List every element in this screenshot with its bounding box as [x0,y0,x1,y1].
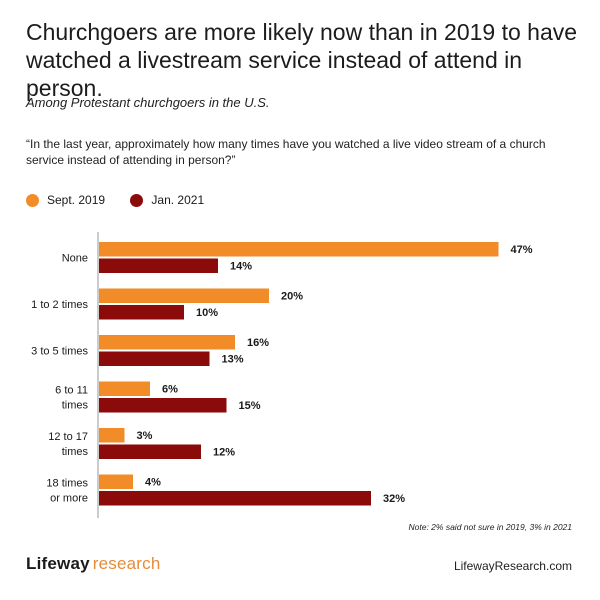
data-label-jan-2021: 14% [230,261,252,273]
data-label-sept-2019: 4% [145,477,161,489]
category-label: 3 to 5 times [31,346,88,358]
brand-logo: Lifeway research [26,554,161,574]
category-label: 1 to 2 times [31,299,88,311]
bar-sept-2019 [99,381,150,396]
category-label: None [62,253,88,265]
bar-jan-2021 [99,258,218,273]
bar-sept-2019 [99,242,499,257]
category-label: 18 times or more [46,478,88,505]
category-label: 12 to 17 times [48,431,88,458]
data-label-sept-2019: 6% [162,384,178,396]
legend-item-sept-2019: Sept. 2019 [26,193,105,207]
data-label-jan-2021: 12% [213,447,235,459]
chart-title: Churchgoers are more likely now than in … [26,19,578,101]
bar-jan-2021 [99,305,184,320]
legend: Sept. 2019 Jan. 2021 [26,193,226,210]
bar-sept-2019 [99,474,133,489]
bar-jan-2021 [99,491,371,506]
chart-subtitle: Among Protestant churchgoers in the U.S. [26,95,270,110]
data-label-jan-2021: 10% [196,307,218,319]
bar-sept-2019 [99,288,269,303]
brand-suffix: research [92,554,161,573]
data-label-jan-2021: 13% [222,354,244,366]
data-label-sept-2019: 16% [247,337,269,349]
data-label-jan-2021: 32% [383,493,405,505]
data-label-sept-2019: 47% [511,244,533,256]
data-label-jan-2021: 15% [239,400,261,412]
bar-jan-2021 [99,444,201,459]
data-label-sept-2019: 20% [281,291,303,303]
survey-question: “In the last year, approximately how man… [26,137,546,167]
bar-jan-2021 [99,351,210,366]
bar-jan-2021 [99,398,227,413]
legend-item-jan-2021: Jan. 2021 [130,193,204,207]
chart-note: Note: 2% said not sure in 2019, 3% in 20… [408,522,573,532]
brand-name: Lifeway [26,554,90,573]
bar-sept-2019 [99,335,235,350]
legend-swatch-jan-2021 [130,193,144,207]
data-label-sept-2019: 3% [137,430,153,442]
website-link[interactable]: LifewayResearch.com [453,559,572,573]
legend-label-sept-2019: Sept. 2019 [47,193,106,207]
legend-label-jan-2021: Jan. 2021 [151,193,205,207]
bar-sept-2019 [99,428,125,443]
legend-swatch-sept-2019 [26,193,39,207]
category-label: 6 to 11 times [55,385,88,412]
